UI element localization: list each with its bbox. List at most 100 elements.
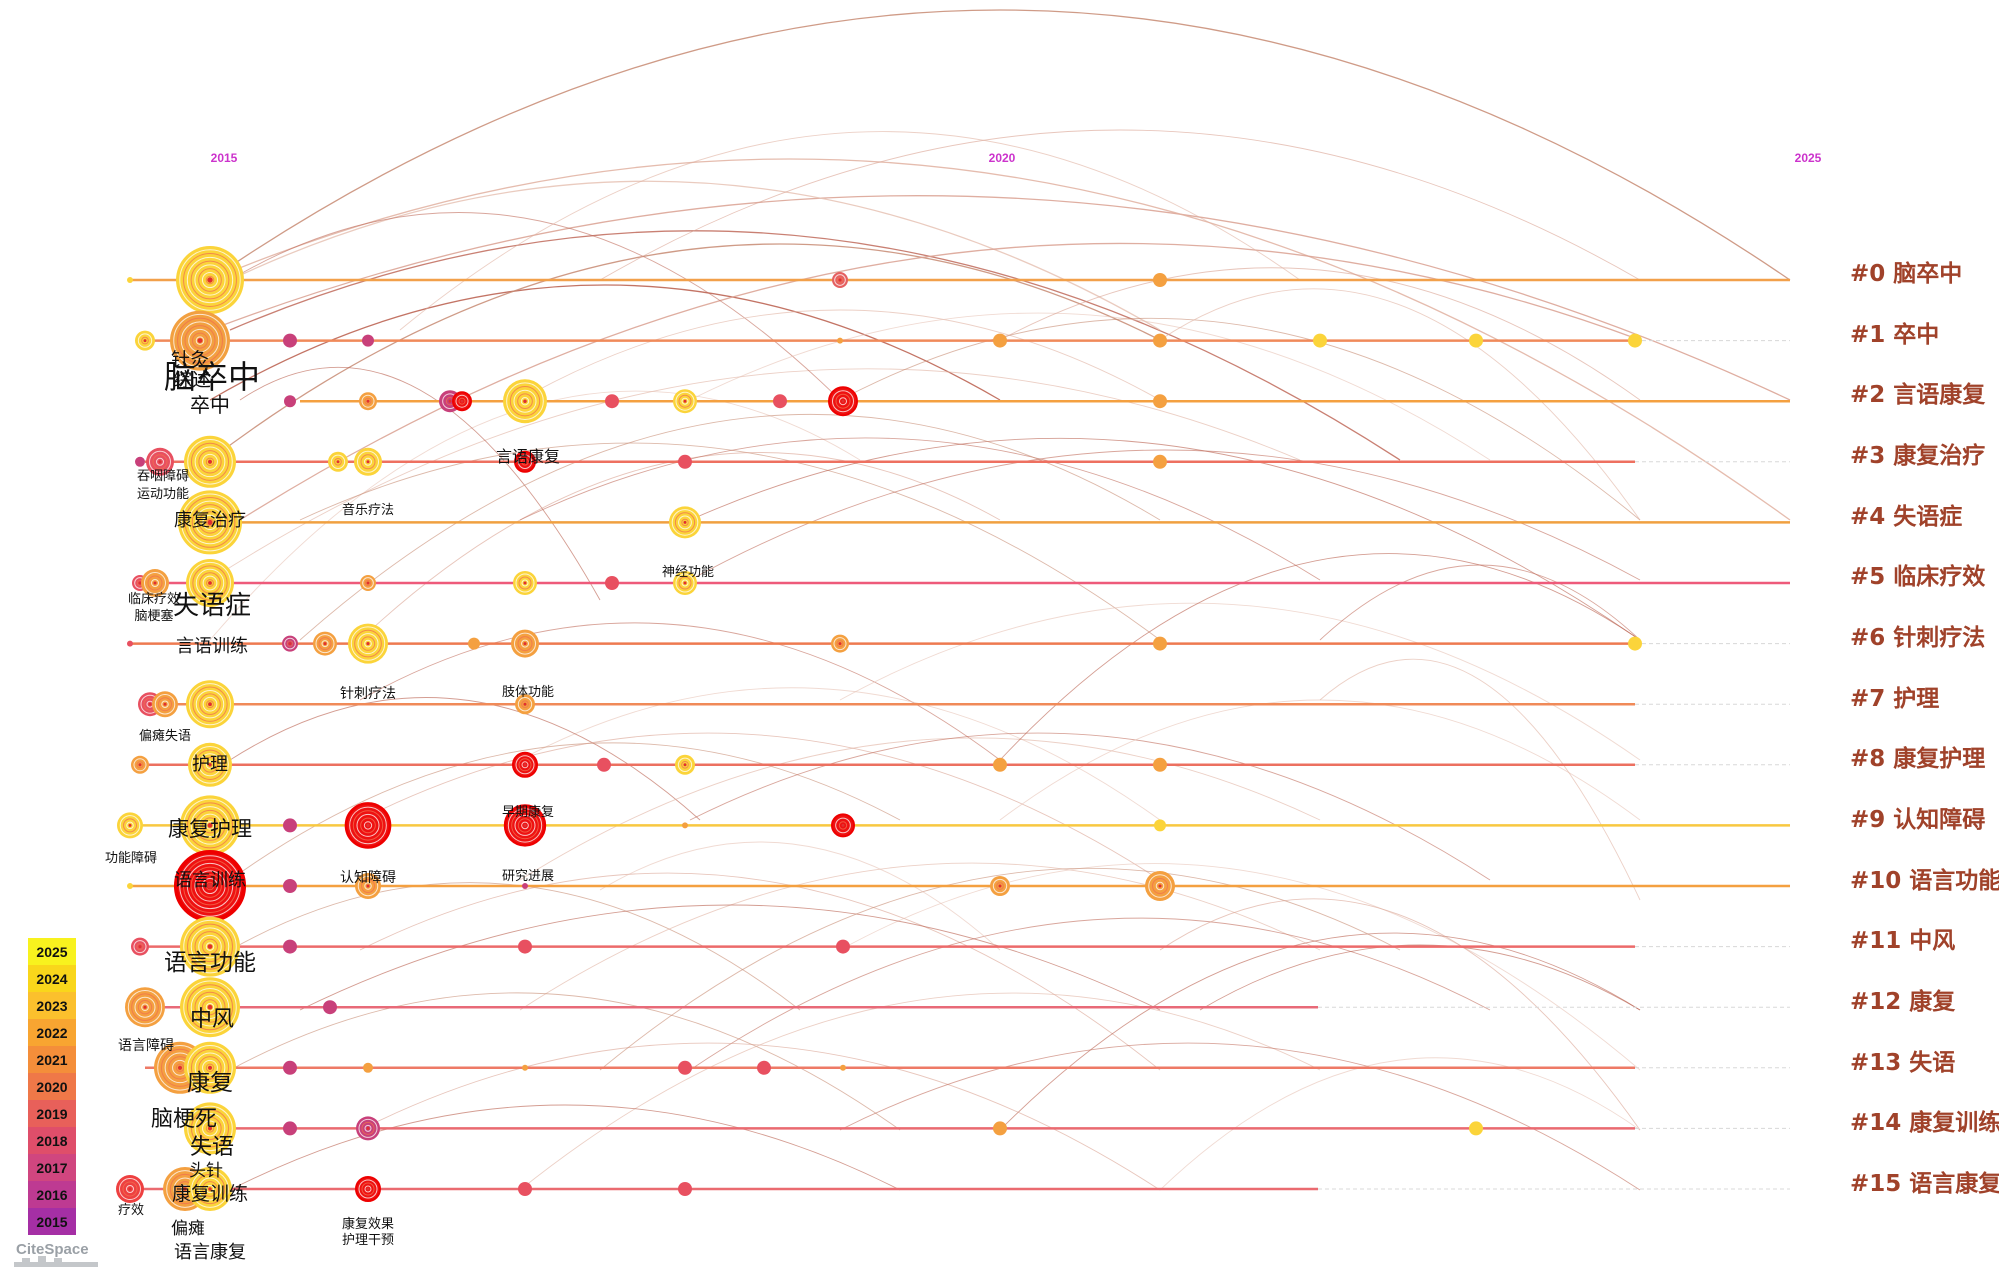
- keyword-node: [356, 1116, 380, 1141]
- keyword-node: [836, 939, 850, 954]
- keyword-node: [170, 310, 230, 371]
- citation-arc: [1319, 564, 1641, 641]
- kw-zhiti: 肢体功能: [502, 684, 554, 700]
- logo-bar-1: [22, 1258, 30, 1264]
- keyword-node: [152, 691, 178, 718]
- citation-arc: [519, 992, 1321, 1191]
- citation-arc: [229, 180, 1161, 331]
- kw-cuzhong: 卒中: [190, 393, 230, 417]
- keyword-node: [514, 450, 536, 473]
- keyword-node: [188, 742, 232, 787]
- keyword-node: [355, 1176, 381, 1202]
- legend-year-2019: 2019: [36, 1106, 67, 1122]
- cluster-label-1: #1 卒中: [1850, 321, 1939, 348]
- kw-touzhen: 头针: [189, 1161, 223, 1181]
- keyword-node: [993, 757, 1007, 772]
- keyword-node: [184, 435, 236, 488]
- keyword-node: [1153, 636, 1167, 651]
- keyword-node: [184, 1102, 236, 1155]
- cluster-label-8: #8 康复护理: [1850, 745, 1985, 772]
- keyword-node: [363, 1062, 373, 1073]
- keyword-node: [828, 386, 858, 417]
- citation-arc: [229, 742, 901, 881]
- keyword-node: [328, 451, 348, 472]
- kw-yuyan-xunlian: 语言训练: [174, 870, 246, 891]
- cluster-label-0: #0 脑卒中: [1850, 260, 1962, 287]
- citation-arc: [209, 284, 1001, 401]
- keyword-node: [518, 939, 532, 954]
- keyword-node: [522, 1064, 528, 1071]
- keyword-node: [1145, 871, 1175, 901]
- citation-arc: [1199, 944, 1641, 1011]
- citation-arc: [209, 390, 861, 641]
- citespace-logo-text: CiteSpace: [16, 1241, 89, 1258]
- kw-gongneng-zhangai: 功能障碍: [105, 851, 157, 866]
- keyword-node: [125, 987, 165, 1028]
- legend-swatch-2025: [28, 938, 76, 965]
- citespace-logo: CiteSpace: [14, 1241, 98, 1267]
- keyword-node: [186, 559, 234, 607]
- keyword-node: [184, 1041, 236, 1094]
- keyword-node: [1154, 819, 1166, 832]
- logo-base: [14, 1262, 98, 1267]
- keyword-node: [673, 389, 697, 414]
- citation-arc: [1159, 1057, 1641, 1191]
- keyword-node: [513, 571, 537, 595]
- citation-arc: [209, 158, 1791, 521]
- keyword-node: [993, 333, 1007, 348]
- keyword-node: [180, 977, 240, 1038]
- keyword-node: [678, 454, 692, 469]
- keyword-node: [283, 1121, 297, 1136]
- citation-arc: [999, 267, 1641, 401]
- keyword-node: [176, 246, 244, 314]
- keyword-node: [131, 937, 149, 956]
- citation-arc: [299, 904, 1161, 1011]
- keyword-node: [837, 337, 843, 344]
- keyword-node: [503, 804, 547, 847]
- keyword-node: [1153, 394, 1167, 409]
- kw-yanjiu: 研究进展: [502, 869, 554, 884]
- keyword-node: [597, 757, 611, 772]
- keyword-node: [1628, 636, 1642, 651]
- keyword-node: [452, 391, 472, 412]
- cluster-label-14: #14 康复训练: [1850, 1109, 1999, 1136]
- citation-arc: [519, 862, 1321, 1011]
- legend-year-2021: 2021: [36, 1052, 67, 1068]
- kw-yanyu-kangfu: 言语康复: [496, 447, 560, 466]
- kw-naocuzhong: 脑卒中: [164, 358, 260, 396]
- logo-bar-3: [54, 1258, 62, 1264]
- kw-kangfu-huli: 康复护理: [168, 817, 252, 841]
- citation-arc: [519, 437, 1321, 581]
- legend-swatch-2018: [28, 1127, 76, 1154]
- keyword-node: [180, 916, 240, 977]
- keyword-node: [515, 694, 535, 715]
- keyword-node: [993, 1121, 1007, 1136]
- keyword-node: [832, 272, 848, 288]
- citation-arc: [689, 437, 1641, 641]
- citation-arc: [299, 413, 1161, 641]
- citation-arc: [599, 867, 1401, 1071]
- keyword-node: [186, 680, 234, 729]
- citation-arc: [689, 732, 1491, 881]
- keyword-node: [682, 822, 688, 829]
- keyword-node: [355, 873, 381, 899]
- kw-kangfu-xunlian: 康复训练: [172, 1183, 248, 1205]
- legend-swatch-2020: [28, 1073, 76, 1100]
- keyword-node: [117, 812, 143, 839]
- keyword-node: [283, 333, 297, 348]
- keyword-node: [503, 379, 547, 424]
- citation-arc: [229, 992, 901, 1131]
- keyword-node: [131, 755, 149, 774]
- year-label-2015: 2015: [211, 151, 238, 165]
- keyword-node: [323, 1000, 337, 1015]
- keyword-node: [344, 802, 392, 849]
- legend-year-2015: 2015: [36, 1214, 67, 1230]
- citation-arc: [1159, 898, 1641, 1131]
- kw-zhenjiu: 针灸: [171, 349, 209, 371]
- cluster-label-7: #7 护理: [1850, 685, 1939, 712]
- kw-zongshu: 综述: [173, 369, 211, 391]
- citation-arc: [689, 917, 1491, 1071]
- kw-tunyan: 吞咽障碍: [137, 469, 189, 484]
- keyword-node: [522, 883, 528, 889]
- cluster-label-6: #6 针刺疗法: [1850, 624, 1985, 651]
